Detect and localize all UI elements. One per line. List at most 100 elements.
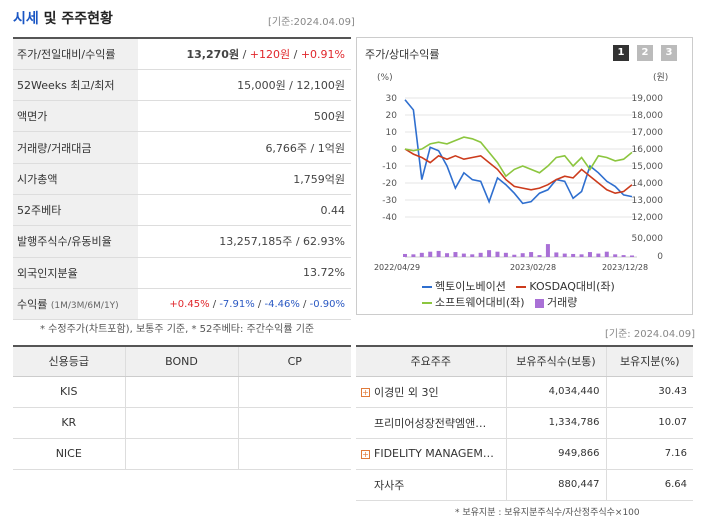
return-label-small: (1M/3M/6M/1Y) — [50, 301, 119, 312]
credit-cp — [238, 407, 351, 439]
chart-tab-1[interactable]: 1 — [613, 45, 629, 61]
volume-bar — [596, 253, 601, 257]
right-tick-label: 17,000 — [632, 128, 664, 138]
x-tick-label: 2023/12/28 — [602, 263, 648, 272]
holders-header-name: 주요주주 — [356, 346, 507, 377]
row-value: 13.72% — [138, 257, 351, 289]
credit-header: 신용등급 BOND CP — [13, 346, 351, 377]
sep: / — [239, 47, 250, 61]
price-value: 13,270원 / +120원 / +0.91% — [138, 38, 351, 70]
holder-name: 자사주 — [356, 469, 507, 501]
price-change: +120원 — [249, 47, 291, 61]
holder-name-text: FIDELITY MANAGEM… — [374, 447, 494, 460]
volume-bar — [520, 253, 525, 257]
return-1m: +0.45% — [169, 298, 210, 310]
left-tick-label: -30 — [382, 196, 397, 206]
right-tick-label: 18,000 — [632, 111, 664, 121]
credit-row: NICE — [13, 438, 351, 470]
return-label: 수익률 (1M/3M/6M/1Y) — [13, 288, 138, 321]
volume-tick-label: 50,000 — [632, 234, 664, 244]
quote-row: 액면가 500원 — [13, 100, 351, 133]
left-tick-label: -40 — [382, 213, 397, 223]
chart-tab-2[interactable]: 2 — [637, 45, 653, 61]
quote-table: 주가/전일대비/수익률 13,270원 / +120원 / +0.91% 52W… — [13, 37, 351, 321]
credit-row: KR — [13, 407, 351, 439]
holder-row: 자사주 880,447 6.64 — [356, 469, 693, 501]
right-tick-label: 19,000 — [632, 94, 664, 104]
volume-bar — [554, 252, 559, 257]
row-label: 시가총액 — [13, 163, 138, 195]
volume-bar — [419, 252, 424, 257]
left-tick-label: 0 — [391, 145, 397, 155]
holder-name: + FIDELITY MANAGEM… — [356, 438, 507, 470]
row-value: 0.44 — [138, 194, 351, 227]
volume-bar — [512, 254, 517, 257]
return-values: +0.45% / -7.91% / -4.46% / -0.90% — [138, 288, 351, 321]
holder-name-text: 이경민 외 3인 — [374, 385, 439, 399]
legend-s2: KOSDAQ대비(좌) — [529, 280, 615, 293]
volume-bar — [537, 255, 542, 257]
credit-agency: KIS — [13, 376, 126, 408]
volume-bar — [453, 252, 458, 257]
expand-plus-icon[interactable]: + — [361, 388, 370, 397]
right-tick-label: 15,000 — [632, 162, 664, 172]
row-value: 15,000원 / 12,100원 — [138, 69, 351, 102]
return-label-text: 수익률 — [17, 298, 48, 312]
section-title: 시세 및 주주현황 — [13, 8, 113, 28]
credit-header-rating: 신용등급 — [13, 346, 126, 377]
quote-row: 외국인지분율 13.72% — [13, 257, 351, 289]
quote-row: 52Weeks 최고/최저 15,000원 / 12,100원 — [13, 69, 351, 102]
title-accent: 시세 — [13, 11, 39, 27]
price-label: 주가/전일대비/수익률 — [13, 38, 138, 70]
volume-bar — [579, 254, 584, 257]
credit-agency: NICE — [13, 438, 126, 470]
volume-tick-label: 0 — [657, 252, 663, 262]
volume-bar — [630, 255, 634, 257]
row-value: 13,257,185주 / 62.93% — [138, 225, 351, 258]
quote-note: * 수정주가(차트포함), 보통주 기준, * 52주베타: 주간수익률 기준 — [40, 324, 315, 335]
holders-table: 주요주주 보유주식수(보통) 보유지분(%) + 이경민 외 3인 4,034,4… — [356, 345, 693, 501]
row-label: 52Weeks 최고/최저 — [13, 69, 138, 102]
holder-shares: 4,034,440 — [506, 376, 607, 408]
right-tick-label: 12,000 — [632, 213, 664, 223]
legend-s1: 헥토이노베이션 — [435, 280, 506, 293]
holder-pct: 10.07 — [606, 407, 693, 439]
chart-tab-3[interactable]: 3 — [661, 45, 677, 61]
holder-shares: 880,447 — [506, 469, 607, 501]
chart-title: 주가/상대수익률 — [365, 48, 440, 61]
quote-row: 52주베타 0.44 — [13, 194, 351, 227]
quote-row: 시가총액 1,759억원 — [13, 163, 351, 195]
return-row: 수익률 (1M/3M/6M/1Y) +0.45% / -7.91% / -4.4… — [13, 288, 351, 321]
expand-plus-icon[interactable]: + — [361, 449, 370, 459]
credit-cp — [238, 376, 351, 408]
holder-shares: 949,866 — [506, 438, 607, 470]
series-line-3 — [404, 136, 633, 178]
left-tick-label: -10 — [382, 162, 397, 172]
row-label: 발행주식수/유동비율 — [13, 225, 138, 258]
left-tick-label: 30 — [386, 94, 398, 104]
holders-note: * 보유지분 : 보유지분주식수/자산정주식수×100 — [455, 508, 640, 518]
volume-bar — [461, 253, 466, 257]
right-tick-label: 14,000 — [632, 179, 664, 189]
series-line-2 — [404, 148, 633, 195]
left-tick-label: 10 — [386, 128, 398, 138]
price-row: 주가/전일대비/수익률 13,270원 / +120원 / +0.91% — [13, 38, 351, 70]
credit-bond — [125, 376, 239, 408]
legend-s4: 거래량 — [547, 296, 578, 309]
return-6m: -4.46% — [264, 298, 300, 310]
credit-bond — [125, 407, 239, 439]
credit-cp — [238, 438, 351, 470]
holder-row: 프리미어성장전략엠앤… 1,334,786 10.07 — [356, 407, 693, 439]
sep: / — [290, 47, 301, 61]
holder-row: + FIDELITY MANAGEM… 949,866 7.16 — [356, 438, 693, 470]
volume-bar — [545, 244, 550, 257]
legend-s3: 소프트웨어대비(좌) — [435, 296, 525, 309]
volume-bar — [503, 252, 508, 257]
holder-pct: 7.16 — [606, 438, 693, 470]
left-tick-label: 20 — [386, 111, 398, 121]
volume-bar — [478, 252, 483, 257]
return-3m: -7.91% — [219, 298, 255, 310]
price-chart: (%) (원) 30 20 10 0 -10 -20 -30 -40 19,000 18,000 17,… — [374, 72, 668, 272]
legend-swatch-s2 — [516, 286, 527, 288]
x-tick-label: 2022/04/29 — [374, 263, 420, 272]
